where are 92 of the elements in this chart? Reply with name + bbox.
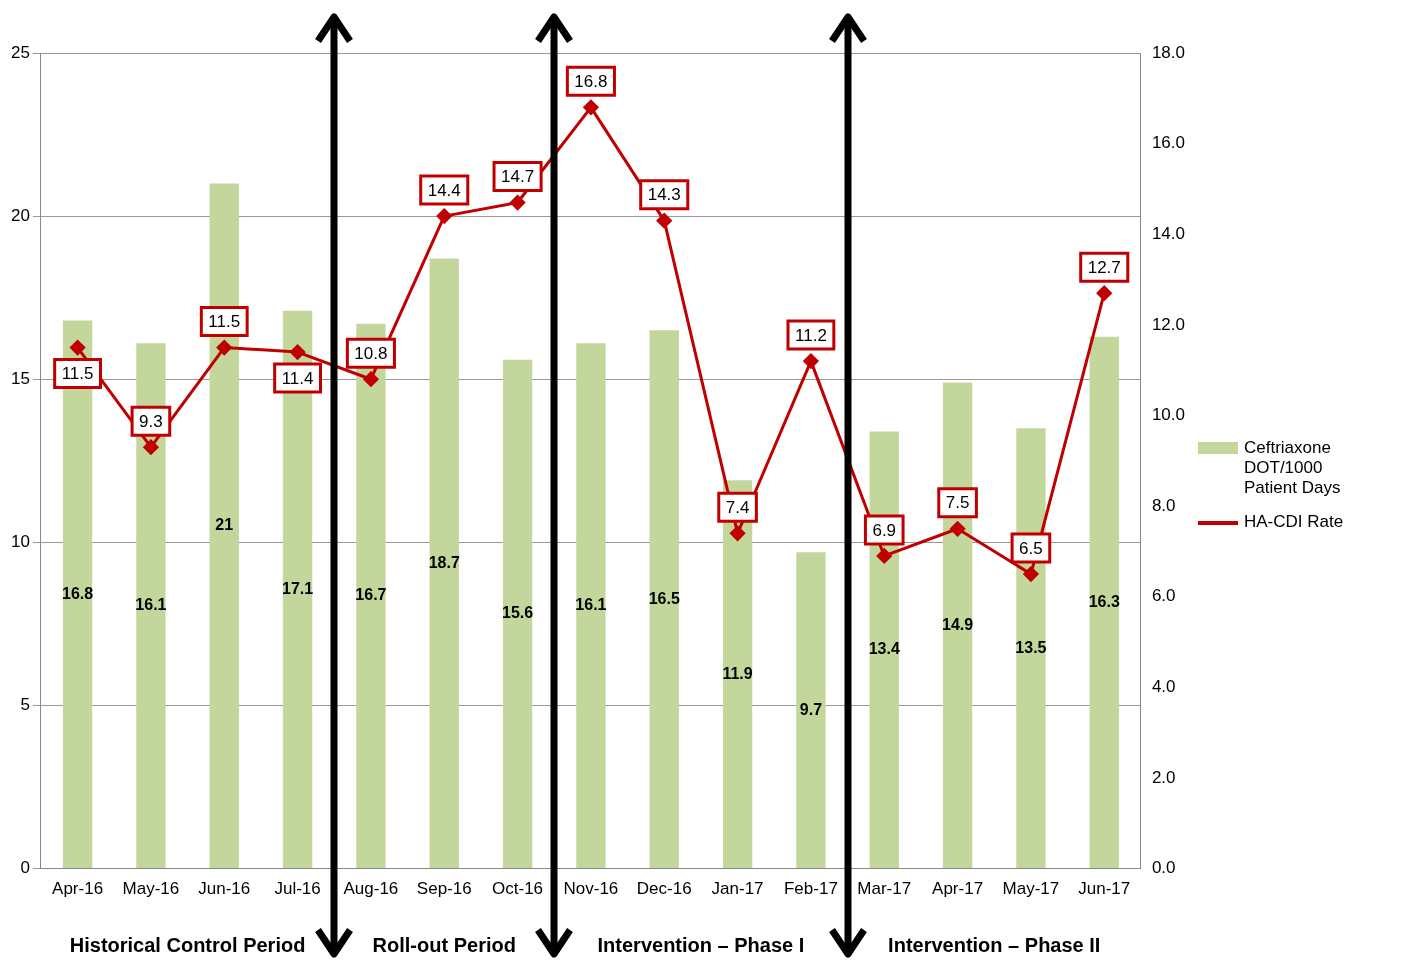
bar: [796, 552, 826, 869]
data-label: 16.8: [62, 584, 94, 602]
y2-tick-label: 2.0: [1151, 767, 1176, 787]
text: Roll-out Period: [372, 934, 516, 957]
point: [876, 548, 892, 564]
data-label: 11.2: [795, 325, 827, 345]
y-tick-label: 20: [10, 205, 30, 225]
bar: [209, 183, 239, 869]
x-tick-label: Jun-16: [198, 879, 251, 899]
x-tick-label: May-17: [1002, 879, 1060, 899]
data-label: 9.7: [799, 700, 823, 718]
bar: [1089, 336, 1119, 869]
x-tick-label: Jul-16: [274, 879, 321, 899]
y2-tick-label: 12.0: [1151, 314, 1186, 334]
point: [143, 439, 159, 455]
bar: [356, 323, 386, 869]
y2-tick-label: 10.0: [1151, 405, 1186, 425]
y2-tick-label: 0.0: [1151, 858, 1176, 878]
bar: [502, 359, 533, 869]
data-label: 11.5: [61, 364, 94, 384]
data-label: 11.9: [722, 664, 753, 682]
data-label: 16.1: [135, 596, 167, 614]
data-label: 11.4: [281, 368, 314, 388]
y2-tick-label: 6.0: [1151, 586, 1176, 606]
data-label: 7.5: [945, 493, 970, 513]
data-label: 21: [215, 516, 234, 534]
x-tick-label: Feb-17: [783, 879, 838, 899]
x-tick-label: Nov-16: [563, 879, 619, 899]
bar: [429, 258, 459, 869]
x-tick-label: Oct-16: [492, 879, 544, 899]
y-tick-label: 10: [10, 532, 30, 552]
x-tick-label: Apr-17: [932, 879, 984, 899]
x-tick-label: Mar-17: [857, 879, 912, 899]
bar: [649, 330, 679, 869]
data-label: 6.9: [872, 520, 897, 540]
x-tick-label: Jun-17: [1078, 879, 1131, 899]
legend-label: HA-CDI Rate: [1244, 512, 1345, 532]
x-tick-label: Jan-17: [711, 879, 764, 899]
point: [70, 340, 86, 356]
y2-tick-label: 14.0: [1151, 223, 1186, 243]
point: [1023, 566, 1039, 582]
data-label: 12.7: [1087, 257, 1121, 277]
x-tick-label: Aug-16: [343, 879, 399, 899]
data-label: 9.3: [139, 411, 163, 431]
data-label: 16.3: [1088, 592, 1120, 610]
y2-tick-label: 16.0: [1151, 133, 1186, 153]
point: [950, 521, 966, 537]
data-label: 6.5: [1019, 538, 1043, 558]
point: [656, 213, 672, 229]
data-label: 15.6: [502, 604, 534, 622]
y2-tick-label: 8.0: [1151, 495, 1176, 515]
y-tick-label: 5: [20, 695, 30, 715]
point: [583, 99, 599, 115]
point: [803, 353, 819, 369]
point: [216, 340, 232, 356]
data-label: 11.5: [208, 312, 241, 332]
data-label: 16.1: [575, 596, 607, 614]
data-label: 13.5: [1015, 638, 1047, 656]
data-label: 18.7: [428, 553, 460, 571]
text: Historical Control Period: [69, 934, 306, 957]
data-label: 13.4: [868, 640, 900, 658]
y2-tick-label: 4.0: [1151, 677, 1176, 697]
data-label: 16.7: [355, 586, 387, 604]
point: [730, 525, 746, 541]
data-label: 17.1: [282, 579, 314, 597]
bar: [576, 343, 606, 869]
point: [290, 344, 306, 360]
data-label: 14.9: [942, 615, 974, 633]
x-tick-label: May-16: [122, 879, 180, 899]
bar: [722, 480, 753, 869]
data-label: 16.5: [648, 589, 680, 607]
y-tick-label: 25: [10, 42, 30, 62]
y-tick-label: 15: [10, 368, 30, 388]
text: Intervention – Phase II: [888, 934, 1101, 957]
data-label: 16.8: [574, 72, 608, 92]
legend-label: Ceftriaxone DOT/1000 Patient Days: [1244, 438, 1342, 498]
y-tick-label: 0: [20, 858, 30, 878]
x-tick-label: Apr-16: [52, 879, 104, 899]
bar: [942, 382, 973, 869]
data-label: 10.8: [354, 343, 388, 363]
point: [363, 371, 379, 387]
x-tick-label: Dec-16: [636, 879, 692, 899]
data-label: 14.4: [427, 180, 461, 200]
point: [1096, 285, 1112, 301]
y2-tick-label: 18.0: [1151, 42, 1186, 62]
text: Intervention – Phase I: [597, 934, 805, 957]
data-label: 14.7: [501, 167, 535, 187]
point: [510, 195, 526, 211]
x-tick-label: Sep-16: [416, 879, 472, 899]
point: [436, 208, 452, 224]
data-label: 14.3: [647, 185, 681, 205]
data-label: 7.4: [725, 497, 750, 517]
